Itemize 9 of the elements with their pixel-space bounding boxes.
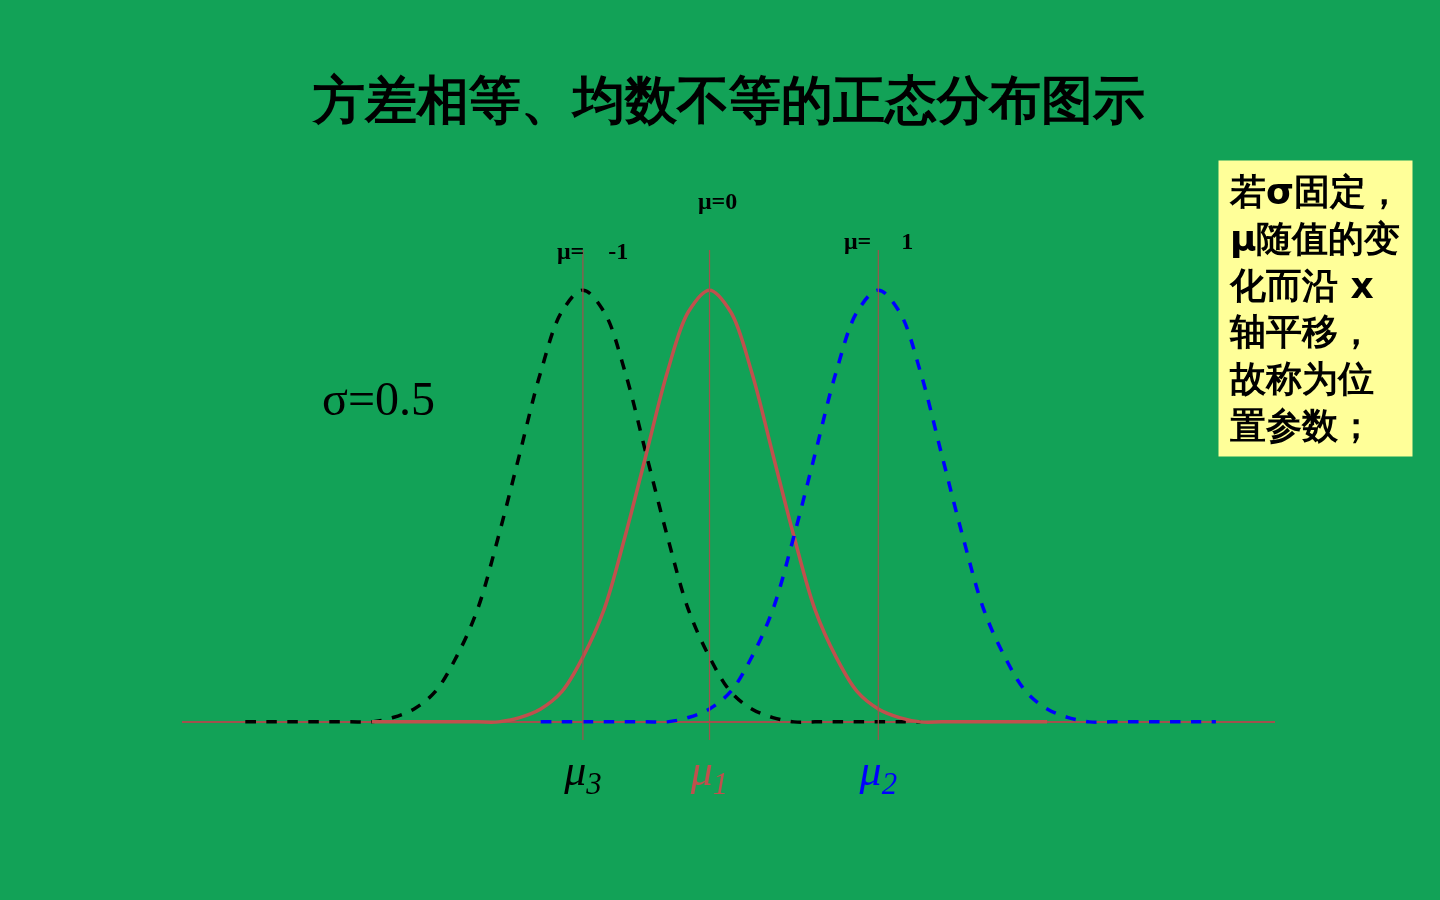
text: μ= 1 [844,228,914,254]
chart-title: 方差相等、均数不等的正态分布图示 [310,70,1145,131]
x-tick-label: μ$_{2}$ [858,746,898,802]
text: μ=0 [698,188,738,214]
text: 若σ固定，μ随值的变化而沿 x 轴平移，故称为位置参数； [1229,171,1403,446]
x-tick-label: μ$_{1}$ [689,746,729,802]
annotation: σ=0.5 [322,372,435,425]
x-tick-label: μ$_{3}$ [563,746,602,802]
text: μ= -1 [557,238,629,264]
